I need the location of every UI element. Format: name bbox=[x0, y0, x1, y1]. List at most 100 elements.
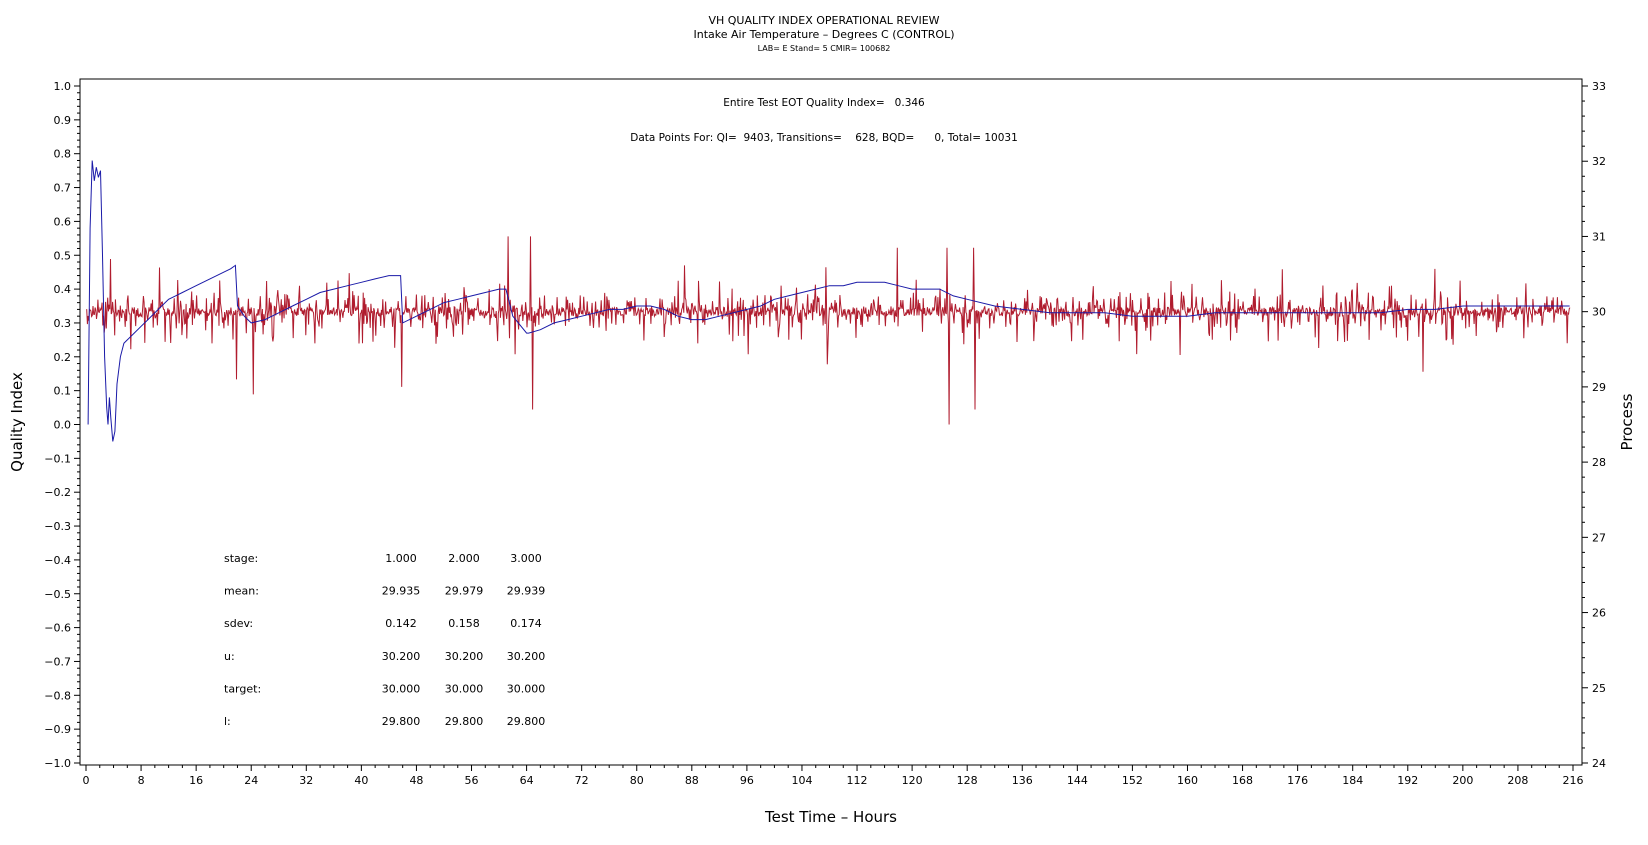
y-tick-label: 0.0 bbox=[54, 419, 72, 432]
x-tick-label: 216 bbox=[1563, 774, 1584, 787]
x-tick-label: 104 bbox=[791, 774, 812, 787]
stats-row-label: mean: bbox=[224, 585, 259, 598]
x-tick-label: 208 bbox=[1507, 774, 1528, 787]
stats-cell: 29.939 bbox=[507, 585, 546, 598]
y2-tick-label: 29 bbox=[1592, 381, 1606, 394]
y-tick-label: −0.9 bbox=[44, 723, 71, 736]
y2-tick-label: 25 bbox=[1592, 682, 1606, 695]
y2-tick-label: 31 bbox=[1592, 230, 1606, 243]
stats-cell: 0.174 bbox=[510, 617, 542, 630]
x-tick-label: 8 bbox=[138, 774, 145, 787]
y2-tick-label: 32 bbox=[1592, 155, 1606, 168]
plot-frame bbox=[79, 78, 1583, 766]
left-axis: −1.0 −0.9 −0.8 −0.7 −0.6 −0.5 −0.4 −0.3 −0.2 −0.1… bbox=[44, 80, 80, 770]
stats-table: stage: 1.000 2.000 3.000 mean: 29.935 29.979 29… bbox=[224, 552, 545, 728]
stats-cell: 30.000 bbox=[382, 682, 421, 695]
y2-tick-label: 28 bbox=[1592, 456, 1606, 469]
x-tick-label: 64 bbox=[520, 774, 534, 787]
stats-cell: 29.935 bbox=[382, 585, 421, 598]
x-tick-label: 168 bbox=[1232, 774, 1253, 787]
stats-cell: 0.142 bbox=[385, 617, 417, 630]
x-tick-label: 80 bbox=[630, 774, 644, 787]
y2-tick-label: 26 bbox=[1592, 607, 1606, 620]
stats-cell: 29.800 bbox=[382, 715, 421, 728]
y-tick-label: 0.4 bbox=[54, 283, 72, 296]
process-series-line bbox=[86, 236, 1571, 425]
x-tick-label: 56 bbox=[465, 774, 479, 787]
y-tick-label: −0.5 bbox=[44, 588, 71, 601]
x-tick-label: 128 bbox=[957, 774, 978, 787]
x-tick-label: 40 bbox=[354, 774, 368, 787]
stats-row-label: stage: bbox=[224, 552, 258, 565]
stats-row-label: u: bbox=[224, 650, 235, 663]
stats-cell: 30.200 bbox=[445, 650, 484, 663]
x-tick-label: 88 bbox=[685, 774, 699, 787]
stats-cell: 29.979 bbox=[445, 585, 484, 598]
y2-axis-label: Process bbox=[1618, 393, 1636, 450]
x-tick-label: 136 bbox=[1012, 774, 1033, 787]
bottom-axis: 0 8 16 24 32 40 48 56 64 72 80 88 96 104 112 120 128 136 1… bbox=[83, 765, 1584, 787]
stats-cell: 0.158 bbox=[448, 617, 480, 630]
x-tick-label: 96 bbox=[740, 774, 754, 787]
x-tick-label: 24 bbox=[244, 774, 258, 787]
y-tick-label: 0.6 bbox=[54, 215, 72, 228]
y-tick-label: 0.2 bbox=[54, 351, 72, 364]
x-tick-label: 120 bbox=[902, 774, 923, 787]
y2-tick-label: 30 bbox=[1592, 306, 1606, 319]
stats-cell: 29.800 bbox=[507, 715, 546, 728]
stats-cell: 29.800 bbox=[445, 715, 484, 728]
y-tick-label: −1.0 bbox=[44, 757, 71, 770]
x-tick-label: 160 bbox=[1177, 774, 1198, 787]
y-tick-label: 0.8 bbox=[54, 148, 72, 161]
y-tick-label: 0.5 bbox=[54, 249, 72, 262]
x-tick-label: 112 bbox=[847, 774, 868, 787]
stats-row-label: target: bbox=[224, 682, 261, 695]
y-tick-label: 0.3 bbox=[54, 317, 72, 330]
x-tick-label: 48 bbox=[409, 774, 423, 787]
chart-info-line: LAB= E Stand= 5 CMIR= 100682 bbox=[758, 44, 891, 53]
eot-quality-annotation: Entire Test EOT Quality Index= 0.346 bbox=[723, 97, 925, 109]
y-tick-label: −0.1 bbox=[44, 452, 71, 465]
series-layer bbox=[86, 160, 1571, 442]
y-axis-label: Quality Index bbox=[8, 372, 26, 472]
stats-cell: 30.200 bbox=[507, 650, 546, 663]
y-tick-label: −0.8 bbox=[44, 689, 71, 702]
x-tick-label: 200 bbox=[1452, 774, 1473, 787]
y2-tick-label: 24 bbox=[1592, 757, 1606, 770]
x-tick-label: 72 bbox=[575, 774, 589, 787]
chart-title: VH QUALITY INDEX OPERATIONAL REVIEW bbox=[708, 14, 939, 27]
stats-row-label: l: bbox=[224, 715, 231, 728]
x-axis-label: Test Time – Hours bbox=[764, 808, 897, 826]
y-tick-label: 1.0 bbox=[54, 80, 72, 93]
quality-index-series-line bbox=[87, 160, 1570, 442]
y-tick-label: −0.2 bbox=[44, 486, 71, 499]
y-tick-label: −0.4 bbox=[44, 554, 71, 567]
y-tick-label: −0.6 bbox=[44, 622, 71, 635]
y2-tick-label: 33 bbox=[1592, 80, 1606, 93]
stats-cell: 30.200 bbox=[382, 650, 421, 663]
stats-cell: 30.000 bbox=[507, 682, 546, 695]
stats-row-label: sdev: bbox=[224, 617, 253, 630]
y2-tick-label: 27 bbox=[1592, 531, 1606, 544]
x-tick-label: 144 bbox=[1067, 774, 1088, 787]
data-points-annotation: Data Points For: QI= 9403, Transitions= … bbox=[630, 132, 1018, 144]
y-tick-label: 0.1 bbox=[54, 385, 72, 398]
stats-cell: 3.000 bbox=[510, 552, 542, 565]
x-tick-label: 176 bbox=[1287, 774, 1308, 787]
y-tick-label: 0.9 bbox=[54, 114, 72, 127]
y-tick-label: −0.7 bbox=[44, 655, 71, 668]
x-tick-label: 32 bbox=[299, 774, 313, 787]
x-tick-label: 152 bbox=[1122, 774, 1143, 787]
x-tick-label: 16 bbox=[189, 774, 203, 787]
chart-subtitle: Intake Air Temperature – Degrees C (CONT… bbox=[693, 28, 954, 41]
x-tick-label: 184 bbox=[1342, 774, 1363, 787]
y-tick-label: −0.3 bbox=[44, 520, 71, 533]
y-tick-label: 0.7 bbox=[54, 182, 72, 195]
stats-cell: 30.000 bbox=[445, 682, 484, 695]
right-axis: 24 25 26 27 28 29 30 31 32 33 bbox=[1582, 80, 1606, 770]
stats-cell: 1.000 bbox=[385, 552, 417, 565]
x-tick-label: 192 bbox=[1397, 774, 1418, 787]
stats-cell: 2.000 bbox=[448, 552, 480, 565]
x-tick-label: 0 bbox=[83, 774, 90, 787]
